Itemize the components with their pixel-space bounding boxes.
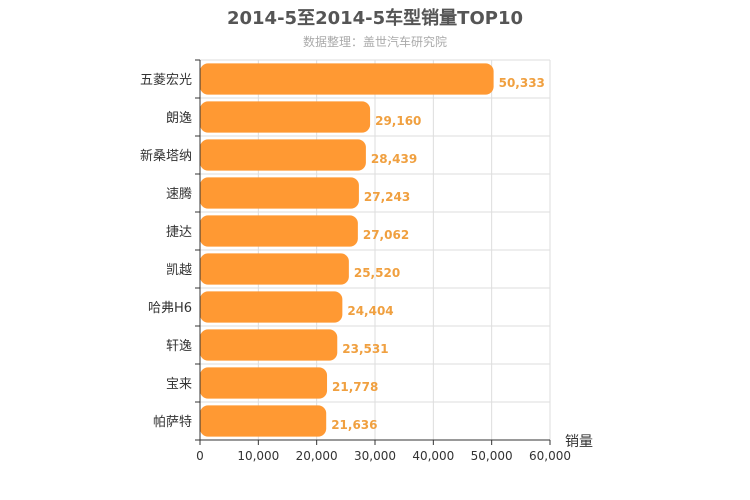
bar <box>200 101 371 133</box>
x-tick-label: 0 <box>196 449 204 463</box>
bar <box>200 367 328 399</box>
x-tick-label: 50,000 <box>471 449 513 463</box>
category-label: 新桑塔纳 <box>140 148 192 164</box>
category-label: 宝来 <box>166 377 192 392</box>
x-tick-label: 40,000 <box>412 449 454 463</box>
bar <box>200 215 358 247</box>
data-label: 21,778 <box>332 380 378 394</box>
bar <box>200 177 359 209</box>
data-label: 23,531 <box>342 342 388 356</box>
x-tick-label: 20,000 <box>296 449 338 463</box>
bar <box>200 291 343 323</box>
chart-subtitle: 数据整理：盖世汽车研究院 <box>303 34 447 49</box>
x-tick-label: 30,000 <box>354 449 396 463</box>
bar <box>200 63 494 95</box>
data-label: 24,404 <box>347 304 393 318</box>
data-label: 50,333 <box>499 76 545 90</box>
category-label: 凯越 <box>166 263 192 278</box>
category-label: 五菱宏光 <box>140 73 192 88</box>
data-label: 25,520 <box>354 266 400 280</box>
bar <box>200 329 338 361</box>
category-label: 轩逸 <box>166 339 192 354</box>
x-tick-label: 10,000 <box>237 449 279 463</box>
data-label: 27,062 <box>363 228 409 242</box>
chart-title: 2014-5至2014-5车型销量TOP10 <box>227 7 523 29</box>
bars: 50,333 29,160 28,439 27,243 27,062 25,520 24,4… <box>200 63 545 437</box>
bar <box>200 253 349 285</box>
x-axis-name: 销量 <box>565 434 593 450</box>
x-tick-label: 60,000 <box>529 449 571 463</box>
category-label: 捷达 <box>166 225 192 240</box>
bar <box>200 405 327 437</box>
data-label: 28,439 <box>371 152 417 166</box>
data-label: 29,160 <box>375 114 421 128</box>
category-label: 速腾 <box>166 186 192 202</box>
data-label: 27,243 <box>364 190 410 204</box>
bar <box>200 139 366 171</box>
category-label: 朗逸 <box>166 111 192 126</box>
category-label: 帕萨特 <box>153 415 192 430</box>
category-label: 哈弗H6 <box>148 301 192 316</box>
data-label: 21,636 <box>331 418 377 432</box>
